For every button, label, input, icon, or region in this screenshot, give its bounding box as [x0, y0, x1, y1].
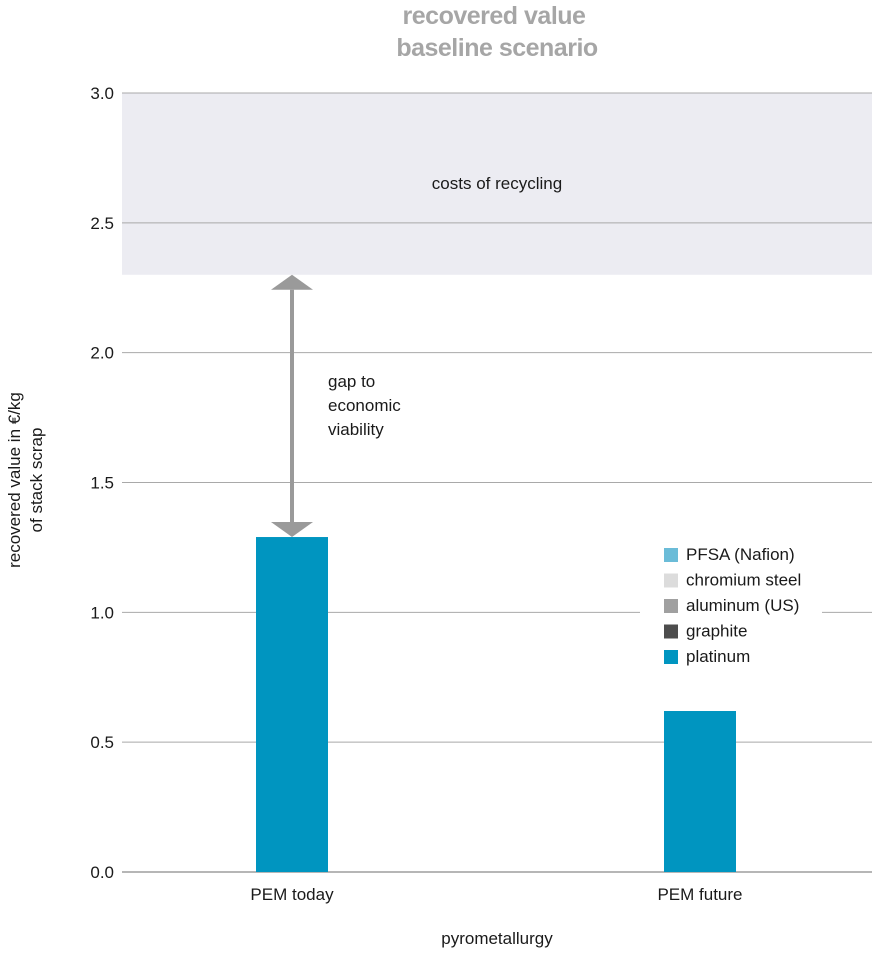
y-tick-label: 0.5: [90, 733, 114, 752]
y-axis-label: recovered value in €/kg of stack scrap: [5, 392, 46, 568]
gridlines: [122, 92, 872, 873]
y-axis-label-line-1: recovered value in €/kg: [5, 392, 24, 568]
legend-swatch: [664, 599, 678, 613]
chart-subtitle: baseline scenario: [396, 34, 598, 62]
y-tick-label: 0.0: [90, 863, 114, 882]
gap-arrow-head-up: [271, 274, 313, 290]
y-tick-label: 2.0: [90, 344, 114, 363]
legend-swatch: [664, 624, 678, 639]
legend-swatch: [664, 650, 678, 664]
y-tick-labels: 0.0 0.5 1.0 1.5 2.0 2.5 3.0: [90, 84, 114, 882]
legend-item: graphite: [686, 622, 747, 641]
y-tick-label: 1.5: [90, 474, 114, 493]
bars: [256, 537, 736, 872]
legend-swatch: [664, 573, 678, 588]
legend-swatch: [664, 548, 678, 562]
x-tick-labels: PEM today PEM future: [250, 885, 742, 904]
legend-item: PFSA (Nafion): [686, 545, 795, 564]
legend-item: platinum: [686, 647, 750, 666]
y-tick-label: 3.0: [90, 84, 114, 103]
y-tick-label: 1.0: [90, 603, 114, 622]
bar-segment: [664, 711, 736, 872]
legend-item: aluminum (US): [686, 596, 799, 615]
gap-label-line-1: gap to: [328, 372, 375, 391]
bar-segment: [256, 537, 328, 872]
gap-arrow: [271, 274, 313, 538]
x-axis-label: pyrometallurgy: [441, 929, 553, 948]
chart-title: recovered value: [403, 2, 586, 30]
cost-band-label: costs of recycling: [432, 174, 562, 193]
y-axis-label-line-2: of stack scrap: [27, 428, 46, 533]
cost-band-layer: [122, 93, 872, 275]
cost-band: [122, 93, 872, 275]
x-tick-label: PEM future: [657, 885, 742, 904]
legend: PFSA (Nafion) chromium steel aluminum (US)…: [640, 540, 822, 670]
gap-label-line-3: viability: [328, 420, 384, 439]
x-tick-label: PEM today: [250, 885, 334, 904]
gap-label-line-2: economic: [328, 396, 401, 415]
gap-arrow-head-down: [271, 522, 313, 538]
y-tick-label: 2.5: [90, 214, 114, 233]
legend-item: chromium steel: [686, 571, 801, 590]
gap-label: gap to economic viability: [328, 372, 401, 439]
